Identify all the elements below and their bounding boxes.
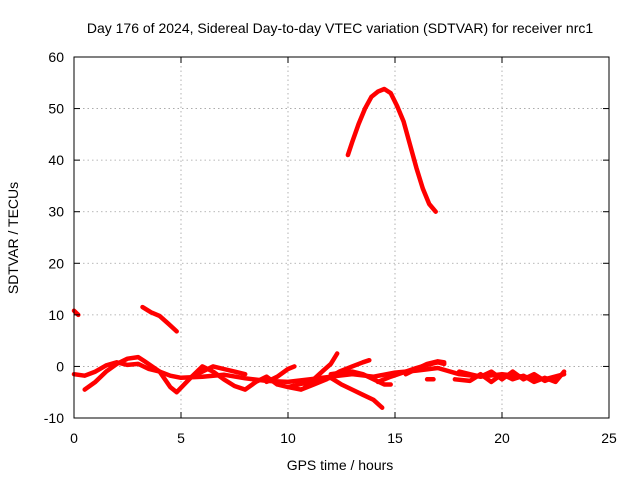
y-tick-label: 30 — [48, 204, 64, 220]
series-baseline-i — [403, 359, 447, 377]
x-tick-label: 15 — [387, 430, 403, 446]
series-baseline-c — [189, 364, 248, 379]
series-baseline-e — [302, 351, 340, 390]
y-tick-label: 40 — [48, 152, 64, 168]
y-tick-label: 0 — [56, 358, 64, 374]
series-baseline-l — [456, 369, 558, 384]
series-layer — [71, 86, 567, 410]
y-tick-label: 50 — [48, 101, 64, 117]
series-baseline-g — [328, 369, 393, 387]
series-arc-early — [71, 308, 81, 318]
x-tick-label: 20 — [494, 430, 510, 446]
y-tick-label: 10 — [48, 307, 64, 323]
grid-layer — [74, 57, 609, 418]
series-baseline-b — [82, 354, 385, 410]
series-arc-peak — [345, 86, 438, 214]
x-tick-label: 10 — [280, 430, 296, 446]
y-tick-label: 60 — [48, 49, 64, 65]
x-axis-label: GPS time / hours — [287, 457, 394, 473]
x-tick-label: 25 — [601, 430, 617, 446]
x-tick-label: 5 — [177, 430, 185, 446]
plot-frame — [73, 56, 610, 419]
tick-layer: 0 5 10 15 20 25 -10 0 10 20 30 40 50 60 — [44, 49, 617, 446]
series-arc-small-rise — [140, 304, 179, 334]
y-axis-label: SDTVAR / TECUs — [5, 182, 21, 294]
x-tick-label: 0 — [70, 430, 78, 446]
y-tick-label: 20 — [48, 255, 64, 271]
series-baseline-d — [264, 364, 297, 385]
chart-title: Day 176 of 2024, Sidereal Day-to-day VTE… — [87, 20, 593, 36]
y-tick-label: -10 — [44, 410, 64, 426]
